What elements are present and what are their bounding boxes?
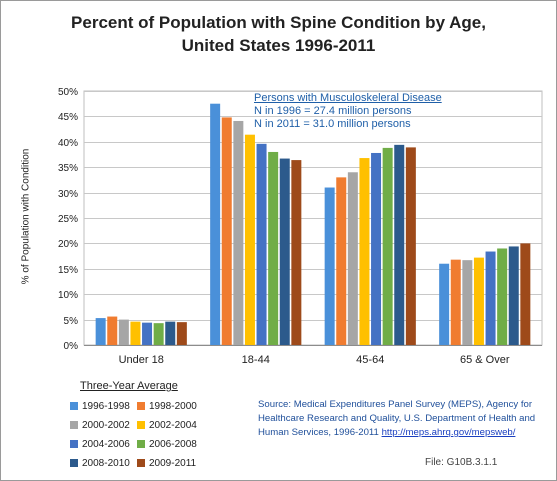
bar bbox=[485, 251, 496, 345]
annotation-line2: N in 2011 = 31.0 million persons bbox=[254, 118, 411, 130]
bar bbox=[268, 151, 279, 345]
bar bbox=[291, 160, 302, 345]
legend-swatch bbox=[137, 421, 145, 429]
annotation-box: Persons with Musculoskeleral Disease N i… bbox=[254, 92, 442, 131]
legend-swatch bbox=[70, 421, 78, 429]
y-tick-label: 20% bbox=[58, 239, 78, 250]
bar bbox=[118, 319, 129, 345]
bar bbox=[95, 318, 106, 345]
legend-swatch bbox=[137, 402, 145, 410]
legend-item: 2002-2004 bbox=[137, 420, 197, 432]
source-text: Source: Medical Expenditures Panel Surve… bbox=[258, 399, 536, 438]
legend-swatch bbox=[70, 402, 78, 410]
y-tick-label: 40% bbox=[58, 138, 78, 149]
y-tick-label: 25% bbox=[58, 214, 78, 225]
annotation-heading: Persons with Musculoskeleral Disease bbox=[254, 92, 442, 104]
bar bbox=[462, 260, 473, 345]
bar bbox=[473, 257, 484, 345]
x-tick-label: 18-44 bbox=[242, 354, 270, 366]
bar bbox=[371, 152, 382, 345]
bar bbox=[107, 316, 118, 345]
x-tick-label: Under 18 bbox=[119, 354, 164, 366]
y-tick-label: 15% bbox=[58, 265, 78, 276]
y-tick-label: 10% bbox=[58, 290, 78, 301]
bar bbox=[508, 246, 519, 345]
bar bbox=[347, 172, 358, 345]
legend-label: 2004-2006 bbox=[82, 439, 130, 450]
bar bbox=[324, 187, 335, 345]
bar bbox=[497, 248, 508, 345]
annotation-line1: N in 1996 = 27.4 million persons bbox=[254, 105, 412, 117]
bar bbox=[256, 143, 267, 345]
y-tick-label: 30% bbox=[58, 189, 78, 200]
bar bbox=[153, 323, 164, 345]
bar bbox=[520, 243, 531, 345]
bar bbox=[142, 322, 153, 345]
chart-title-line2: United States 1996-2011 bbox=[181, 36, 376, 55]
y-tick-label: 50% bbox=[58, 87, 78, 98]
legend-label: 1998-2000 bbox=[149, 401, 197, 412]
bar bbox=[165, 321, 176, 345]
bar bbox=[279, 158, 290, 345]
legend-item: 1996-1998 bbox=[70, 401, 130, 413]
bar bbox=[450, 259, 461, 345]
legend-item: 2008-2010 bbox=[70, 458, 130, 470]
x-tick-label: 65 & Over bbox=[460, 354, 510, 366]
y-tick-label: 5% bbox=[64, 316, 79, 327]
legend-label: 2002-2004 bbox=[149, 420, 197, 431]
y-tick-label: 0% bbox=[64, 341, 79, 352]
legend-item: 2000-2002 bbox=[70, 420, 130, 432]
legend-item: 2009-2011 bbox=[137, 458, 196, 470]
legend-swatch bbox=[70, 440, 78, 448]
file-id: File: G10B.3.1.1 bbox=[425, 457, 498, 468]
bar bbox=[244, 134, 255, 345]
legend-swatch bbox=[137, 459, 145, 467]
bar bbox=[439, 263, 450, 345]
legend-title: Three-Year Average bbox=[80, 380, 178, 392]
bar bbox=[394, 144, 405, 345]
legend-item: 2006-2008 bbox=[137, 439, 197, 451]
source-link[interactable]: http://meps.ahrq.gov/mepsweb/ bbox=[381, 427, 516, 438]
bar bbox=[359, 158, 370, 345]
bar bbox=[233, 120, 244, 345]
bar bbox=[336, 177, 347, 345]
y-tick-label: 35% bbox=[58, 163, 78, 174]
source-note: Source: Medical Expenditures Panel Surve… bbox=[258, 398, 548, 440]
bar bbox=[382, 147, 393, 345]
legend-item: 1998-2000 bbox=[137, 401, 197, 413]
y-tick-label: 45% bbox=[58, 112, 78, 123]
bar bbox=[221, 117, 232, 345]
x-tick-label: 45-64 bbox=[356, 354, 384, 366]
bar bbox=[210, 103, 221, 345]
legend-label: 1996-1998 bbox=[82, 401, 130, 412]
legend-label: 2008-2010 bbox=[82, 458, 130, 469]
legend-swatch bbox=[137, 440, 145, 448]
legend-label: 2009-2011 bbox=[149, 458, 197, 469]
legend-swatch bbox=[70, 459, 78, 467]
bar bbox=[176, 322, 187, 345]
bar bbox=[130, 321, 141, 345]
legend-item: 2004-2006 bbox=[70, 439, 130, 451]
legend-label: 2000-2002 bbox=[82, 420, 130, 431]
legend-label: 2006-2008 bbox=[149, 439, 197, 450]
chart-title-line1: Percent of Population with Spine Conditi… bbox=[71, 13, 486, 32]
bar bbox=[405, 147, 416, 345]
